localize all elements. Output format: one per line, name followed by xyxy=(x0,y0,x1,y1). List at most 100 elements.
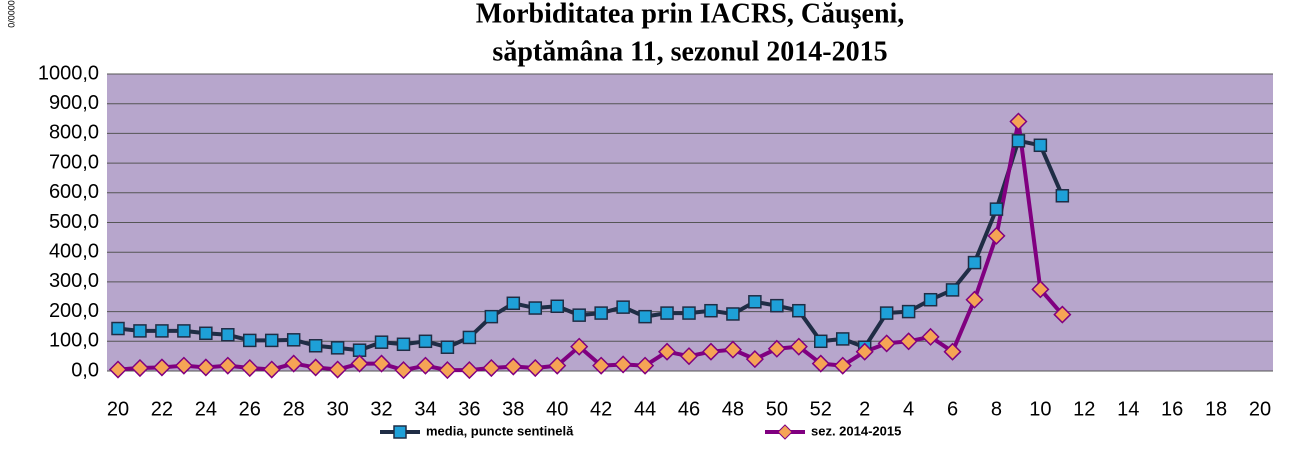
marker xyxy=(111,321,125,336)
marker xyxy=(682,306,696,320)
marker xyxy=(308,339,323,353)
marker xyxy=(614,355,633,374)
x-tick-label: 18 xyxy=(1205,398,1227,420)
marker xyxy=(899,332,918,351)
y-tick-label: 800,0 xyxy=(49,122,99,144)
legend-marker xyxy=(777,424,793,440)
marker xyxy=(155,324,169,338)
marker xyxy=(921,327,940,346)
x-tick-label: 20 xyxy=(1249,398,1271,420)
x-tick-label: 46 xyxy=(678,398,700,420)
marker xyxy=(987,226,1006,245)
marker xyxy=(438,361,457,380)
x-tick-label: 8 xyxy=(991,398,1002,420)
y-tick-label: 200,0 xyxy=(49,300,99,322)
marker xyxy=(482,358,501,378)
marker xyxy=(923,292,938,307)
marker xyxy=(240,358,259,378)
marker xyxy=(330,341,345,355)
marker xyxy=(855,342,874,361)
x-tick-label: 4 xyxy=(903,398,914,420)
x-tick-label: 44 xyxy=(634,398,656,420)
legend-marker xyxy=(393,425,407,439)
marker xyxy=(638,309,652,324)
y-tick-label: 900,0 xyxy=(49,92,99,114)
marker xyxy=(879,306,894,320)
marker xyxy=(704,303,718,318)
chart-title: Morbiditatea prin IACRS, Căuşeni, xyxy=(476,0,905,29)
marker xyxy=(262,360,281,379)
marker xyxy=(770,298,784,313)
y-axis-label: 0/0000 xyxy=(6,0,16,28)
x-tick-label: 50 xyxy=(766,398,788,420)
marker xyxy=(767,339,786,358)
marker xyxy=(374,335,389,349)
marker xyxy=(416,356,435,375)
marker xyxy=(572,308,586,322)
marker xyxy=(440,340,455,354)
marker xyxy=(130,358,150,378)
marker xyxy=(528,301,543,315)
marker xyxy=(418,334,433,349)
marker xyxy=(506,296,521,311)
marker xyxy=(221,328,235,342)
chart-title: săptămâna 11, sezonul 2014-2015 xyxy=(492,36,887,67)
y-tick-label: 1000,0 xyxy=(38,62,99,84)
marker xyxy=(352,343,367,357)
legend-label: sez. 2014-2015 xyxy=(811,423,901,438)
x-tick-label: 28 xyxy=(283,398,305,420)
marker xyxy=(570,337,589,356)
x-tick-label: 52 xyxy=(810,398,832,420)
y-tick-label: 700,0 xyxy=(49,151,99,173)
marker xyxy=(726,307,740,321)
marker xyxy=(286,333,301,347)
marker xyxy=(484,309,499,324)
marker xyxy=(592,356,611,375)
marker xyxy=(1009,112,1028,131)
marker xyxy=(965,290,984,309)
marker xyxy=(1055,189,1070,203)
marker xyxy=(177,324,191,338)
marker xyxy=(901,304,916,319)
marker xyxy=(550,299,564,314)
x-tick-label: 14 xyxy=(1117,398,1139,420)
marker xyxy=(745,350,764,369)
x-tick-label: 42 xyxy=(590,398,612,420)
marker xyxy=(636,356,655,375)
marker xyxy=(108,360,128,379)
x-tick-label: 48 xyxy=(722,398,744,420)
x-tick-label: 38 xyxy=(502,398,524,420)
marker xyxy=(372,354,391,373)
x-tick-label: 26 xyxy=(239,398,261,420)
x-tick-label: 2 xyxy=(859,398,870,420)
marker xyxy=(152,358,171,377)
marker xyxy=(877,334,896,353)
marker xyxy=(945,283,960,297)
marker xyxy=(199,326,213,341)
marker xyxy=(833,356,852,375)
marker xyxy=(133,324,147,338)
y-tick-label: 600,0 xyxy=(49,181,99,203)
y-tick-label: 300,0 xyxy=(49,270,99,292)
marker xyxy=(174,356,193,375)
marker xyxy=(462,330,477,345)
marker xyxy=(660,306,674,320)
x-tick-label: 24 xyxy=(195,398,217,420)
marker xyxy=(1031,280,1050,299)
marker xyxy=(789,337,808,356)
x-tick-label: 16 xyxy=(1161,398,1183,420)
marker xyxy=(264,333,279,348)
marker xyxy=(748,295,762,309)
marker xyxy=(1053,305,1072,324)
marker xyxy=(835,332,850,346)
x-tick-label: 30 xyxy=(326,398,348,420)
marker xyxy=(196,358,215,377)
y-tick-label: 0,0 xyxy=(71,359,99,381)
marker xyxy=(396,337,411,352)
marker xyxy=(814,334,828,349)
marker xyxy=(328,360,347,379)
x-tick-label: 20 xyxy=(107,398,129,420)
marker xyxy=(243,333,257,348)
marker xyxy=(679,347,699,366)
